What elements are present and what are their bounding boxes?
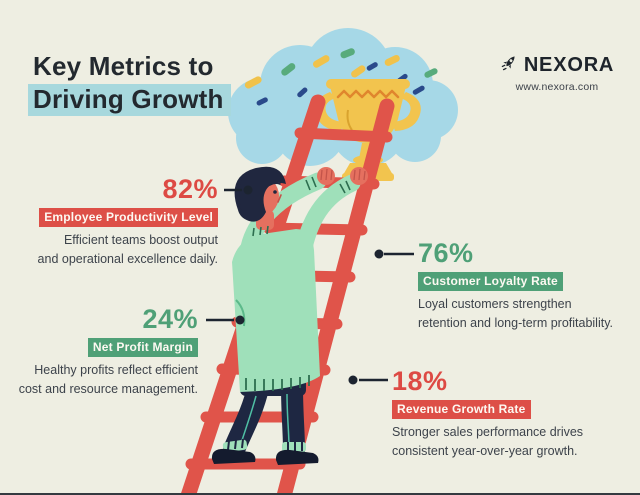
bottom-border (0, 493, 640, 495)
climber-person (211, 166, 368, 465)
confetti-marks (244, 48, 438, 106)
callout-connectors (206, 185, 414, 385)
